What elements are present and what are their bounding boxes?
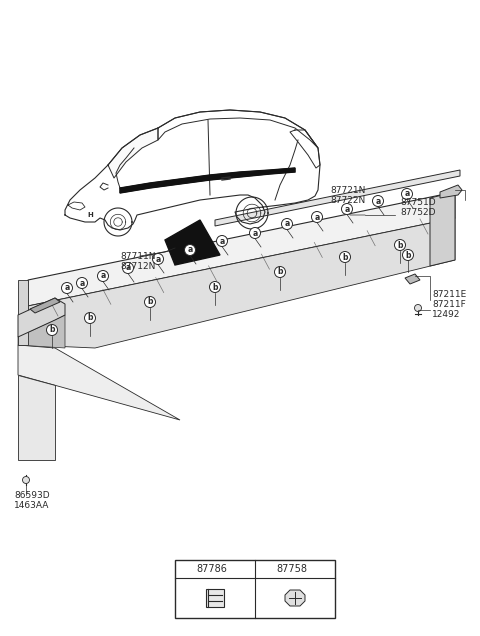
- Text: a: a: [344, 205, 349, 214]
- Circle shape: [415, 305, 421, 312]
- Circle shape: [281, 219, 292, 230]
- Text: a: a: [314, 212, 320, 221]
- Polygon shape: [18, 280, 28, 345]
- Polygon shape: [108, 128, 158, 178]
- Text: b: b: [277, 268, 283, 277]
- Circle shape: [61, 282, 72, 293]
- Circle shape: [216, 235, 228, 247]
- Circle shape: [339, 251, 350, 263]
- Polygon shape: [120, 168, 295, 193]
- Polygon shape: [440, 185, 462, 198]
- Text: 12492: 12492: [432, 310, 460, 319]
- Polygon shape: [165, 220, 220, 265]
- Text: b: b: [212, 282, 218, 291]
- Text: a: a: [79, 279, 84, 287]
- Circle shape: [209, 282, 220, 293]
- Text: H: H: [87, 212, 93, 218]
- Text: 87211F: 87211F: [432, 300, 466, 309]
- Polygon shape: [18, 375, 55, 460]
- Text: 87758: 87758: [276, 564, 307, 574]
- Bar: [175, 560, 335, 618]
- Circle shape: [84, 312, 96, 324]
- Circle shape: [144, 296, 156, 307]
- Text: a: a: [375, 197, 381, 205]
- Text: 87711N: 87711N: [120, 252, 156, 261]
- Polygon shape: [285, 590, 305, 606]
- Text: 87712N: 87712N: [120, 262, 156, 271]
- Circle shape: [97, 270, 108, 282]
- Text: 86593D: 86593D: [14, 491, 49, 500]
- Polygon shape: [30, 298, 60, 313]
- Text: b: b: [147, 298, 153, 307]
- Polygon shape: [28, 218, 455, 348]
- Circle shape: [250, 228, 261, 238]
- Circle shape: [47, 324, 58, 336]
- FancyBboxPatch shape: [206, 589, 224, 607]
- Polygon shape: [28, 192, 455, 306]
- Text: 87722N: 87722N: [330, 196, 365, 205]
- Circle shape: [76, 277, 87, 289]
- Text: b: b: [342, 252, 348, 261]
- Text: a: a: [125, 263, 131, 272]
- Text: 87751D: 87751D: [400, 198, 436, 207]
- Text: a: a: [156, 254, 161, 263]
- Text: a: a: [404, 190, 409, 198]
- Circle shape: [341, 204, 352, 214]
- Circle shape: [153, 254, 164, 265]
- Text: a: a: [64, 284, 70, 293]
- Text: b: b: [49, 326, 55, 335]
- Circle shape: [275, 266, 286, 277]
- Polygon shape: [215, 170, 460, 226]
- Circle shape: [23, 476, 29, 483]
- Text: 1463AA: 1463AA: [14, 501, 49, 510]
- Text: b: b: [405, 251, 411, 259]
- Text: 87721N: 87721N: [330, 186, 365, 195]
- Circle shape: [184, 244, 195, 256]
- Text: b: b: [397, 240, 403, 249]
- Circle shape: [180, 563, 192, 574]
- Circle shape: [261, 563, 272, 574]
- Circle shape: [372, 195, 384, 207]
- Text: 87211E: 87211E: [432, 290, 466, 299]
- Circle shape: [403, 249, 413, 261]
- Text: a: a: [252, 228, 258, 237]
- Polygon shape: [405, 274, 420, 284]
- Circle shape: [395, 240, 406, 251]
- Circle shape: [312, 212, 323, 223]
- Circle shape: [401, 188, 412, 200]
- Text: 87752D: 87752D: [400, 208, 435, 217]
- Polygon shape: [430, 192, 455, 266]
- Polygon shape: [18, 345, 180, 420]
- Text: b: b: [263, 565, 269, 574]
- Text: 87786: 87786: [196, 564, 227, 574]
- Text: a: a: [100, 272, 106, 280]
- Text: b: b: [87, 314, 93, 322]
- Text: a: a: [284, 219, 289, 228]
- Text: a: a: [183, 565, 189, 574]
- Text: a: a: [187, 245, 192, 254]
- Text: a: a: [219, 237, 225, 245]
- Polygon shape: [18, 298, 65, 337]
- Circle shape: [122, 263, 133, 273]
- Polygon shape: [18, 315, 65, 348]
